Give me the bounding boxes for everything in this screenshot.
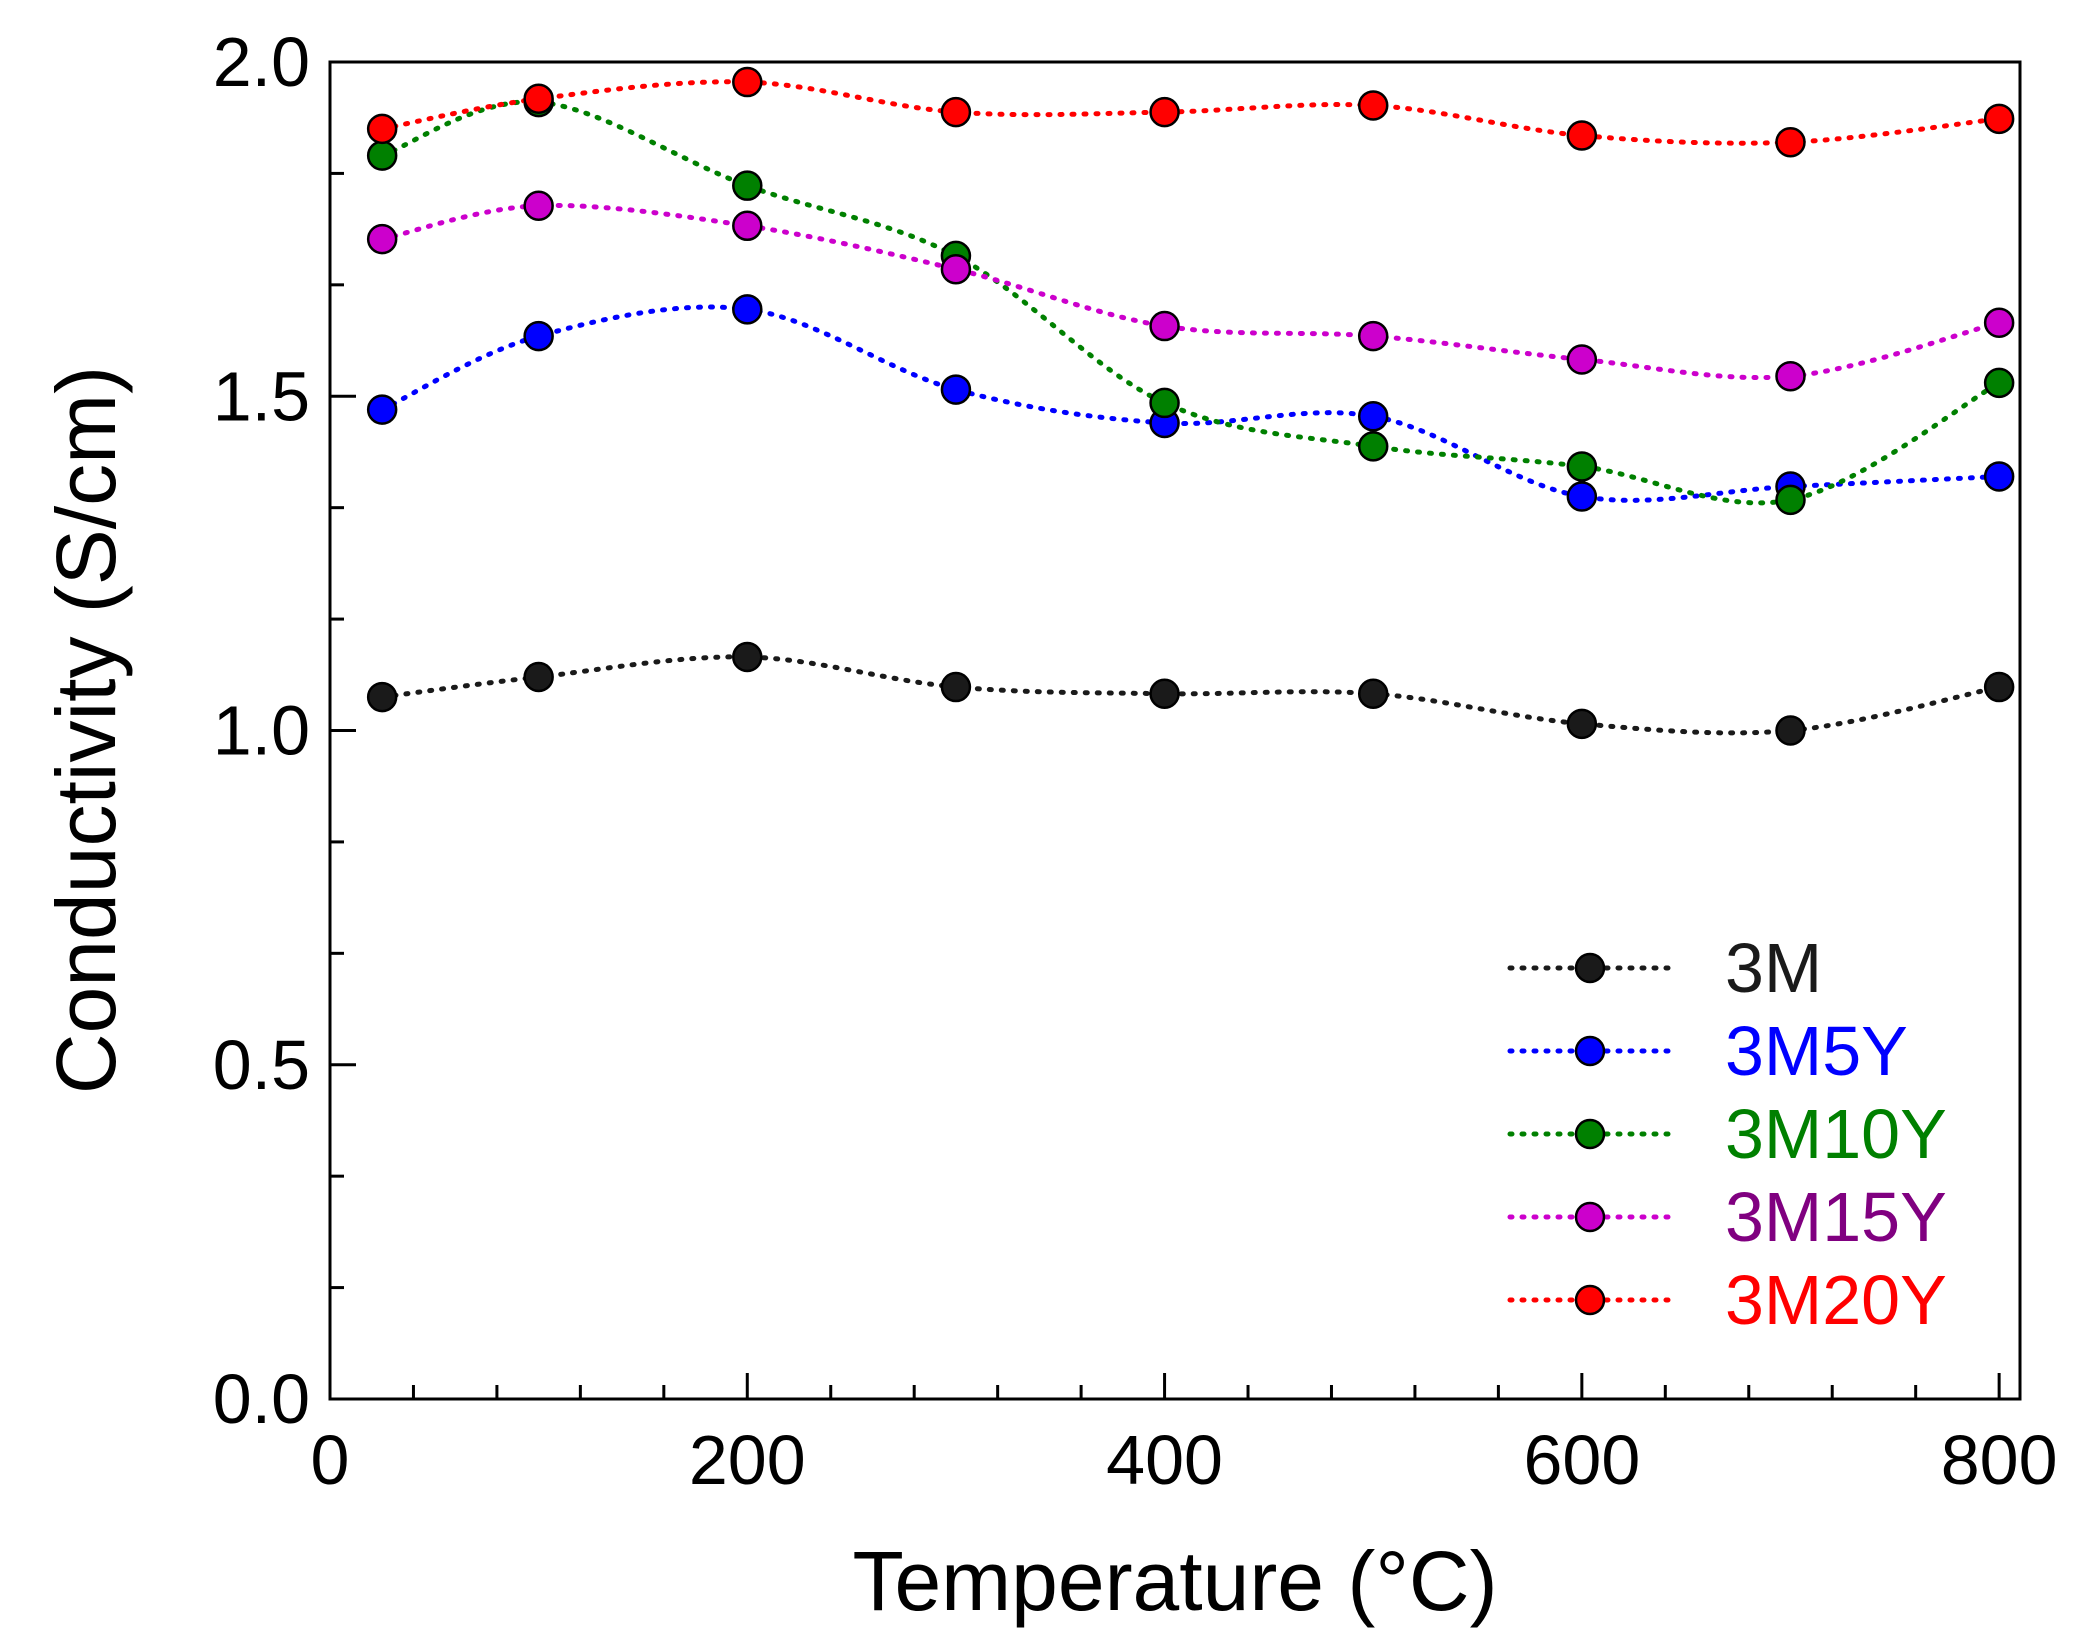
data-point <box>523 320 554 352</box>
y-tick-label: 1.5 <box>213 357 310 435</box>
data-point <box>940 671 972 703</box>
series-line <box>379 304 2002 503</box>
data-point <box>1566 481 1598 512</box>
data-point <box>1775 715 1806 746</box>
data-point <box>1983 367 2015 399</box>
data-point <box>366 394 398 425</box>
data-point <box>1149 96 1180 128</box>
data-point <box>940 253 972 285</box>
data-point <box>940 374 972 405</box>
data-point <box>1357 90 1389 121</box>
y-tick-label: 1.0 <box>213 692 310 770</box>
series-3m20y <box>366 66 2015 158</box>
data-point <box>1775 484 1806 516</box>
plot-frame <box>328 60 2022 1401</box>
data-point <box>732 641 763 673</box>
legend-marker <box>1574 952 1606 984</box>
legend-label: 3M15Y <box>1725 1178 1947 1256</box>
series-layer <box>366 66 2015 746</box>
data-point <box>523 190 554 221</box>
data-point <box>1983 461 2015 492</box>
legend-marker <box>1574 1035 1606 1067</box>
x-tick-label: 600 <box>1523 1421 1640 1499</box>
x-axis-title: Temperature (°C) <box>852 1534 1497 1628</box>
series-line <box>379 654 2002 736</box>
legend-label: 3M5Y <box>1725 1012 1908 1090</box>
series-3m <box>366 641 2015 746</box>
legend-marker <box>1574 1201 1606 1233</box>
data-point <box>1566 120 1598 151</box>
series-line <box>379 99 2002 506</box>
data-point <box>1357 320 1389 352</box>
legend-item-3m5y: 3M5Y <box>1507 1012 1908 1090</box>
data-point <box>732 170 763 201</box>
series-line <box>379 79 2002 146</box>
data-point <box>1566 708 1598 740</box>
legend-label: 3M10Y <box>1725 1095 1947 1173</box>
legend-label: 3M20Y <box>1725 1261 1947 1339</box>
x-tick-label: 0 <box>311 1421 350 1499</box>
tick-labels: 0 200 400 600 800 0.0 0.5 1.0 1.5 2.0 <box>213 23 2058 1499</box>
legend-marker <box>1574 1284 1606 1316</box>
data-point <box>1775 126 1806 158</box>
data-point <box>1149 678 1180 709</box>
data-point <box>366 223 398 255</box>
series-3m5y <box>366 294 2015 512</box>
x-tick-label: 200 <box>689 1421 806 1499</box>
data-point <box>1983 307 2015 338</box>
axis-ticks <box>330 171 2001 1399</box>
data-point <box>366 140 398 171</box>
legend-item-3m15y: 3M15Y <box>1507 1178 1947 1256</box>
data-point <box>1983 671 2015 703</box>
legend-item-3m10y: 3M10Y <box>1507 1095 1947 1173</box>
y-tick-label: 0.0 <box>213 1360 310 1438</box>
data-point <box>1149 387 1180 419</box>
data-point <box>1149 310 1180 342</box>
x-tick-label: 400 <box>1106 1421 1223 1499</box>
data-point <box>940 96 972 128</box>
data-point <box>1357 401 1389 432</box>
series-3m15y <box>366 190 2015 392</box>
data-point <box>1566 451 1598 482</box>
legend-marker <box>1574 1118 1606 1150</box>
data-point <box>1775 360 1806 392</box>
data-point <box>1357 678 1389 709</box>
y-tick-label: 2.0 <box>213 23 310 101</box>
data-point <box>732 66 763 98</box>
data-point <box>523 83 554 115</box>
series-line <box>379 202 2002 381</box>
legend-label: 3M <box>1725 929 1822 1007</box>
data-point <box>523 661 554 693</box>
legend-item-3m20y: 3M20Y <box>1507 1261 1947 1339</box>
x-tick-label: 800 <box>1941 1421 2058 1499</box>
data-point <box>366 681 398 713</box>
data-point <box>1566 344 1598 375</box>
y-axis-title: Conductivity (S/cm) <box>39 366 133 1094</box>
data-point <box>732 210 763 242</box>
legend-item-3m: 3M <box>1507 929 1822 1007</box>
data-point <box>366 113 398 145</box>
data-point <box>1357 431 1389 462</box>
y-tick-label: 0.5 <box>213 1026 310 1104</box>
data-point <box>732 294 763 325</box>
series-3m10y <box>366 86 2015 516</box>
data-point <box>1983 103 2015 135</box>
